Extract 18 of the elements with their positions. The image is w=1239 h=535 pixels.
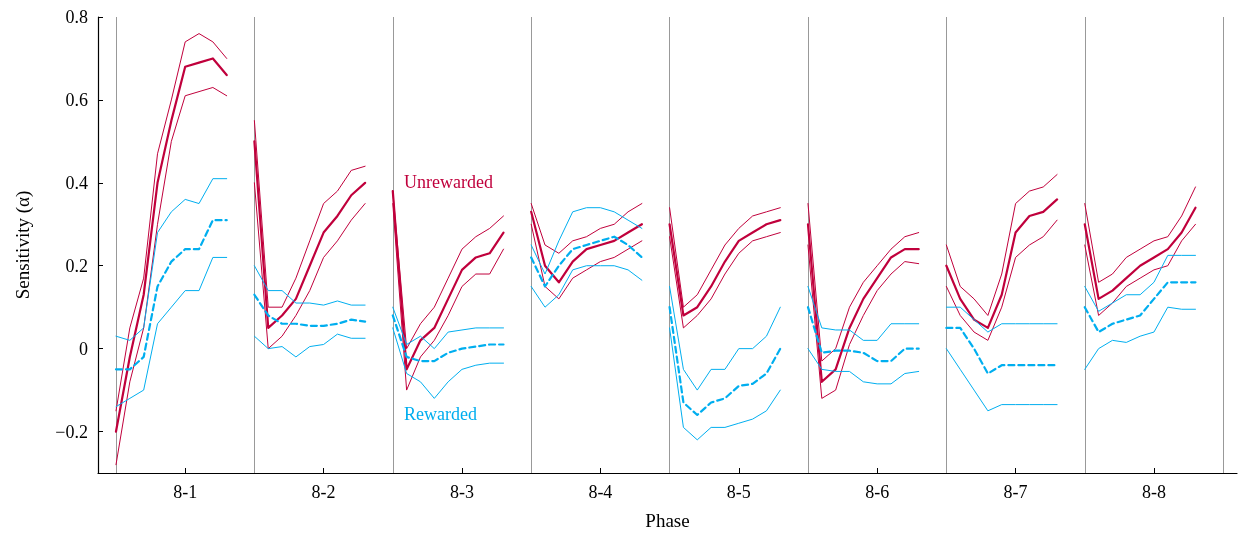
y-axis-title: Sensitivity (α) [12,190,34,300]
x-tick-label: 8-5 [726,482,751,502]
text: Rewarded [404,404,477,424]
x-tick-label: 8-1 [173,482,198,502]
series-label: Unrewarded [404,172,493,192]
x-tick-label: 8-4 [588,482,613,502]
y-tick-label: −0.2 [55,421,88,442]
x-tick-label: 8-3 [449,482,474,502]
x-tick-label: 8-8 [1141,482,1166,502]
y-tick-label: 0.6 [65,89,88,110]
y-tick-label: 0 [79,338,88,359]
x-tick-label: 8-2 [311,482,336,502]
y-tick-label: 0.2 [65,255,88,276]
x-axis-title: Phase [645,510,690,531]
x-tick-label: 8-7 [1003,482,1028,502]
y-tick-label: 0.4 [65,172,88,193]
y-tick-label: 0.8 [65,7,88,27]
x-tick-label: 8-6 [865,482,890,502]
